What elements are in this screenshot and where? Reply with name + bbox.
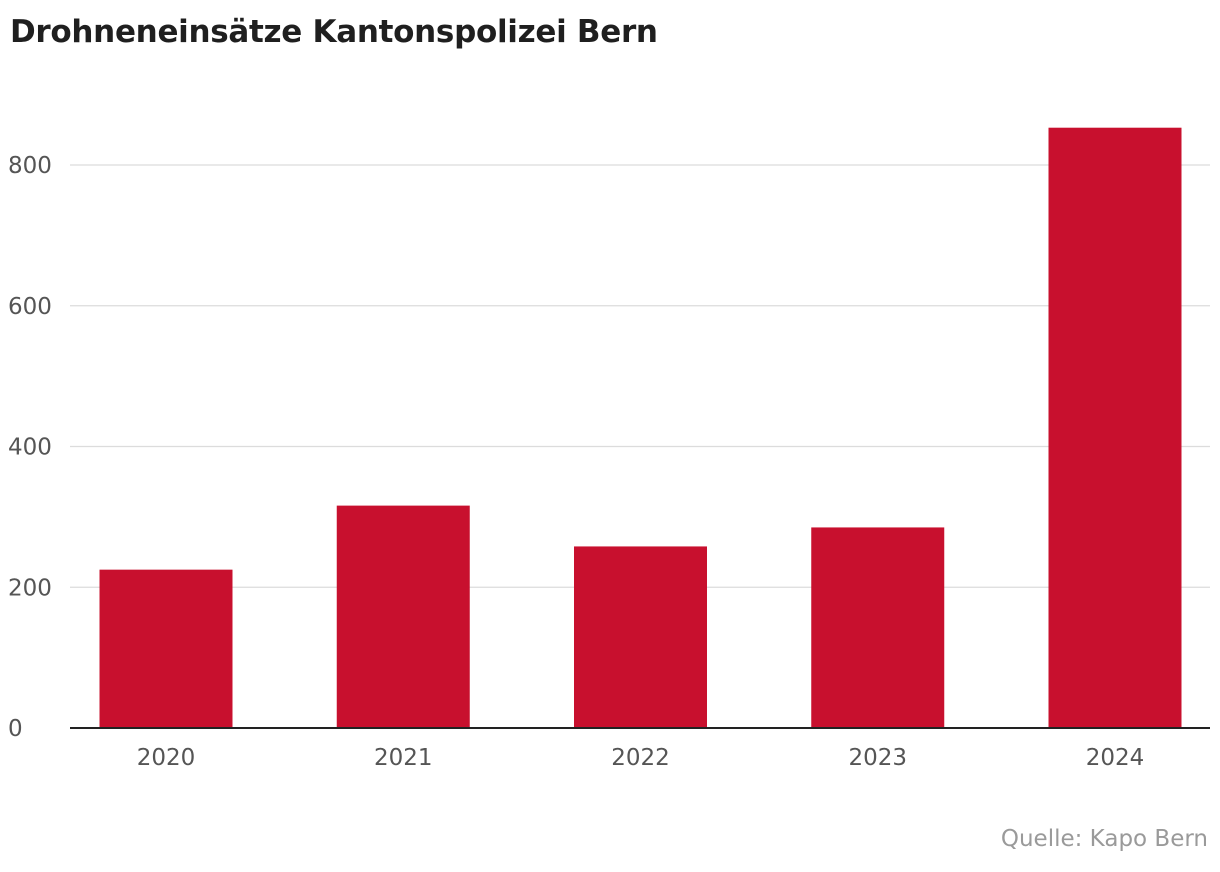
chart-title: Drohneneinsätze Kantonspolizei Bern [10,14,658,50]
x-tick-label-2024: 2024 [1086,745,1145,771]
y-tick-label-800: 800 [8,153,52,179]
x-axis-tick-labels: 2020 2021 2022 2023 2024 [137,745,1145,771]
x-tick-label-2022: 2022 [611,745,670,771]
y-tick-label-0: 0 [8,716,23,742]
x-tick-label-2023: 2023 [848,745,907,771]
bar-2021 [336,505,470,728]
x-tick-label-2021: 2021 [374,745,433,771]
source-note: Quelle: Kapo Bern [1000,826,1208,852]
y-axis-tick-labels: 0 200 400 600 800 [8,153,52,742]
bar-2023 [811,527,945,728]
bar-2024 [1048,127,1182,729]
bar-2022 [574,546,707,728]
gridlines [70,164,1210,588]
bars [99,127,1182,729]
bar-2020 [99,569,233,728]
y-tick-label-200: 200 [8,575,52,601]
y-tick-label-400: 400 [8,435,52,461]
x-tick-label-2020: 2020 [137,745,196,771]
y-tick-label-600: 600 [8,294,52,320]
